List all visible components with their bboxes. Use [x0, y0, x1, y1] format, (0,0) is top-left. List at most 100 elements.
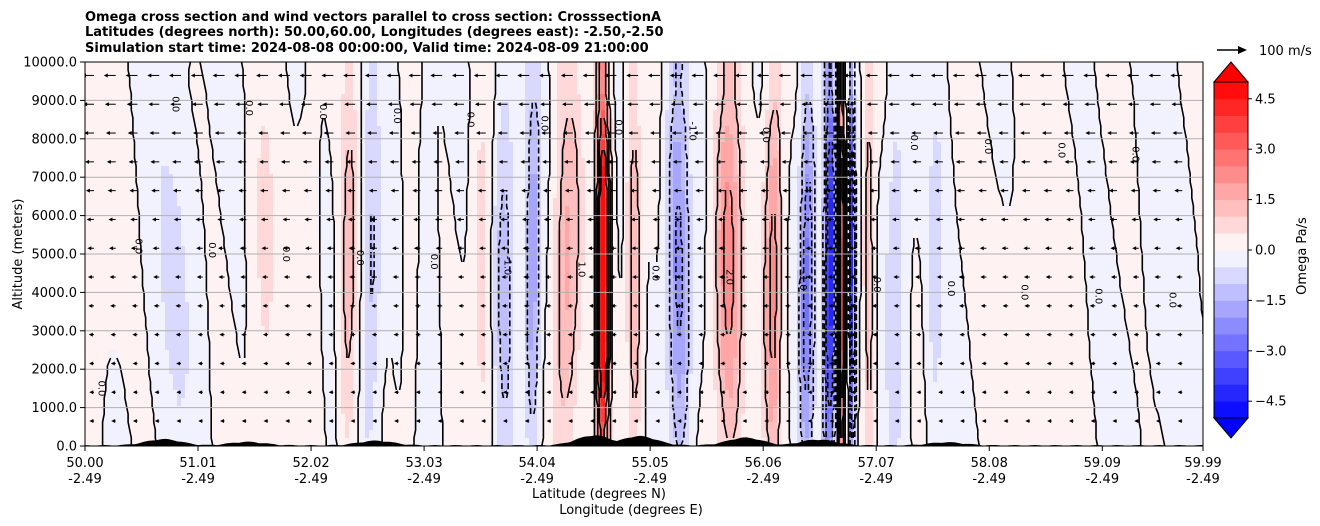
omega-cell [169, 334, 174, 343]
omega-cell [437, 382, 442, 391]
omega-cell [225, 390, 230, 399]
omega-cell [373, 430, 378, 439]
omega-cell [133, 390, 138, 399]
omega-cell [365, 222, 370, 231]
omega-cell [101, 374, 106, 383]
omega-cell [461, 222, 466, 231]
omega-cell [177, 198, 182, 207]
omega-cell [137, 134, 142, 143]
omega-cell [245, 382, 250, 391]
omega-cell [173, 350, 178, 359]
omega-cell [337, 246, 342, 255]
omega-cell [273, 398, 278, 407]
omega-cell [417, 118, 422, 127]
omega-cell [129, 342, 134, 351]
omega-cell [385, 374, 390, 383]
omega-cell [341, 166, 346, 175]
omega-cell [97, 358, 102, 367]
omega-cell [421, 398, 426, 407]
omega-cell [109, 78, 114, 87]
omega-cell [465, 126, 470, 135]
omega-cell [233, 422, 238, 431]
omega-cell [369, 70, 374, 79]
omega-cell [493, 238, 498, 247]
omega-cell [329, 374, 334, 383]
omega-cell [89, 382, 94, 391]
omega-cell [309, 246, 314, 255]
omega-cell [405, 398, 410, 407]
omega-cell [361, 286, 366, 295]
omega-cell [385, 382, 390, 391]
omega-cell [381, 422, 386, 431]
omega-cell [85, 350, 90, 359]
omega-cell [273, 206, 278, 215]
omega-cell [209, 158, 214, 167]
omega-cell [289, 374, 294, 383]
omega-cell [241, 110, 246, 119]
omega-cell [369, 366, 374, 375]
omega-cell [445, 278, 450, 287]
omega-cell [369, 422, 374, 431]
omega-cell [205, 382, 210, 391]
omega-cell [473, 126, 478, 135]
omega-cell [357, 222, 362, 231]
omega-cell [201, 430, 206, 439]
omega-cell [97, 382, 102, 391]
omega-cell [489, 126, 494, 135]
omega-cell [377, 230, 382, 239]
omega-cell [481, 222, 486, 231]
omega-cell [389, 326, 394, 335]
omega-cell [101, 150, 106, 159]
omega-cell [181, 270, 186, 279]
omega-cell [361, 350, 366, 359]
omega-cell [345, 262, 350, 271]
omega-cell [365, 198, 370, 207]
omega-cell [241, 318, 246, 327]
omega-cell [349, 406, 354, 415]
omega-cell [341, 174, 346, 183]
omega-cell [269, 246, 274, 255]
omega-cell [245, 422, 250, 431]
omega-cell [297, 350, 302, 359]
omega-cell [345, 214, 350, 223]
omega-cell [125, 238, 130, 247]
omega-cell [365, 270, 370, 279]
omega-cell [413, 358, 418, 367]
omega-cell [381, 62, 386, 71]
omega-cell [245, 366, 250, 375]
omega-cell [217, 358, 222, 367]
omega-cell [445, 398, 450, 407]
omega-cell [137, 110, 142, 119]
omega-cell [421, 190, 426, 199]
omega-cell [409, 246, 414, 255]
omega-cell [337, 182, 342, 191]
omega-cell [233, 142, 238, 151]
omega-cell [429, 310, 434, 319]
omega-cell [121, 62, 126, 71]
omega-cell [161, 214, 166, 223]
omega-cell [289, 150, 294, 159]
omega-cell [281, 254, 286, 263]
omega-cell [157, 430, 162, 439]
omega-cell [149, 430, 154, 439]
omega-cell [229, 134, 234, 143]
omega-cell [429, 118, 434, 127]
omega-cell [393, 174, 398, 183]
omega-cell [205, 206, 210, 215]
omega-cell [405, 294, 410, 303]
omega-cell [93, 62, 98, 71]
omega-cell [225, 182, 230, 191]
omega-cell [145, 374, 150, 383]
omega-cell [445, 318, 450, 327]
omega-cell [369, 62, 374, 71]
omega-cell [137, 150, 142, 159]
omega-cell [385, 238, 390, 247]
omega-cell [301, 86, 306, 95]
omega-cell [257, 366, 262, 375]
omega-cell [305, 270, 310, 279]
omega-cell [257, 94, 262, 103]
omega-cell [381, 206, 386, 215]
omega-cell [113, 206, 118, 215]
omega-cell [217, 318, 222, 327]
omega-cell [361, 342, 366, 351]
